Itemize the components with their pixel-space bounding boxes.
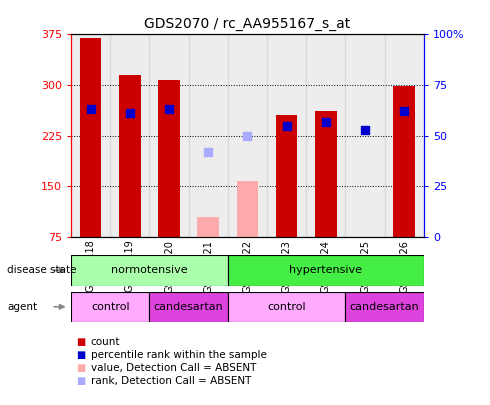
- Bar: [345, 292, 424, 322]
- Point: [283, 122, 291, 129]
- Bar: [119, 75, 141, 237]
- Bar: [276, 115, 297, 237]
- Text: rank, Detection Call = ABSENT: rank, Detection Call = ABSENT: [91, 376, 251, 386]
- Bar: [228, 255, 424, 286]
- Text: ■: ■: [76, 337, 85, 347]
- Bar: [110, 34, 149, 237]
- Text: value, Detection Call = ABSENT: value, Detection Call = ABSENT: [91, 363, 256, 373]
- Point: [126, 110, 134, 117]
- Text: candesartan: candesartan: [154, 302, 223, 312]
- Text: percentile rank within the sample: percentile rank within the sample: [91, 350, 267, 360]
- Text: candesartan: candesartan: [350, 302, 419, 312]
- Bar: [80, 38, 101, 237]
- Point: [87, 106, 95, 113]
- Point: [244, 132, 251, 139]
- Bar: [149, 292, 228, 322]
- Point: [165, 106, 173, 113]
- Bar: [71, 292, 149, 322]
- Title: GDS2070 / rc_AA955167_s_at: GDS2070 / rc_AA955167_s_at: [145, 17, 350, 31]
- Text: control: control: [91, 302, 129, 312]
- Text: ■: ■: [76, 350, 85, 360]
- Bar: [71, 255, 228, 286]
- Bar: [393, 86, 415, 237]
- Bar: [228, 34, 267, 237]
- Text: control: control: [268, 302, 306, 312]
- Bar: [197, 217, 219, 237]
- Point: [204, 149, 212, 155]
- Bar: [237, 181, 258, 237]
- Point: [400, 108, 408, 115]
- Text: normotensive: normotensive: [111, 265, 188, 275]
- Text: disease state: disease state: [7, 265, 77, 275]
- Bar: [345, 34, 385, 237]
- Bar: [306, 34, 345, 237]
- Text: hypertensive: hypertensive: [290, 265, 362, 275]
- Bar: [71, 34, 110, 237]
- Bar: [385, 34, 424, 237]
- Bar: [315, 111, 337, 237]
- Bar: [158, 80, 180, 237]
- Text: count: count: [91, 337, 120, 347]
- Bar: [228, 292, 345, 322]
- Bar: [267, 34, 306, 237]
- Bar: [189, 34, 228, 237]
- Text: ■: ■: [76, 363, 85, 373]
- Point: [322, 118, 330, 125]
- Bar: [149, 34, 189, 237]
- Text: agent: agent: [7, 302, 37, 312]
- Text: ■: ■: [76, 376, 85, 386]
- Point: [361, 126, 369, 133]
